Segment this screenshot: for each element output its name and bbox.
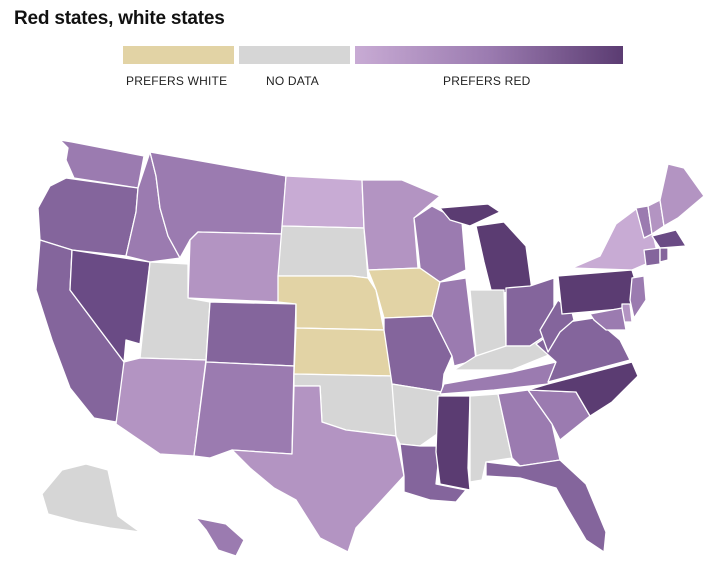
state-nd <box>281 175 365 229</box>
state-mi <box>475 221 533 295</box>
map-title: Red states, white states <box>14 8 225 29</box>
state-md <box>589 307 627 331</box>
state-ct <box>643 247 661 267</box>
state-la <box>399 443 467 503</box>
legend: PREFERS WHITE NO DATA PREFERS RED <box>0 0 720 100</box>
state-co <box>205 301 297 367</box>
state-ms <box>435 395 471 491</box>
state-nc <box>527 361 639 417</box>
state-mn <box>361 179 441 271</box>
state-hi <box>195 517 245 557</box>
state-tx <box>231 385 405 553</box>
legend-label-no-data: NO DATA <box>266 74 319 88</box>
state-nm <box>193 361 295 459</box>
state-fl <box>485 459 607 553</box>
state-me <box>659 163 705 227</box>
state-il <box>431 277 477 367</box>
state-nj <box>629 275 647 319</box>
state-wi <box>413 205 467 283</box>
state-mi <box>439 203 501 227</box>
legend-label-prefers-red: PREFERS RED <box>443 74 531 88</box>
legend-swatch-prefers-white <box>123 46 234 64</box>
state-sd <box>277 225 369 279</box>
state-ak <box>41 463 141 533</box>
state-in <box>469 289 507 357</box>
state-ks <box>293 327 393 377</box>
legend-gradient-prefers-red <box>355 46 623 64</box>
state-wy <box>187 231 283 303</box>
state-ar <box>391 383 443 447</box>
legend-label-prefers-white: PREFERS WHITE <box>126 74 228 88</box>
state-ma <box>651 229 687 249</box>
state-ri <box>659 247 669 263</box>
legend-swatch-no-data <box>239 46 350 64</box>
state-az <box>115 357 207 457</box>
